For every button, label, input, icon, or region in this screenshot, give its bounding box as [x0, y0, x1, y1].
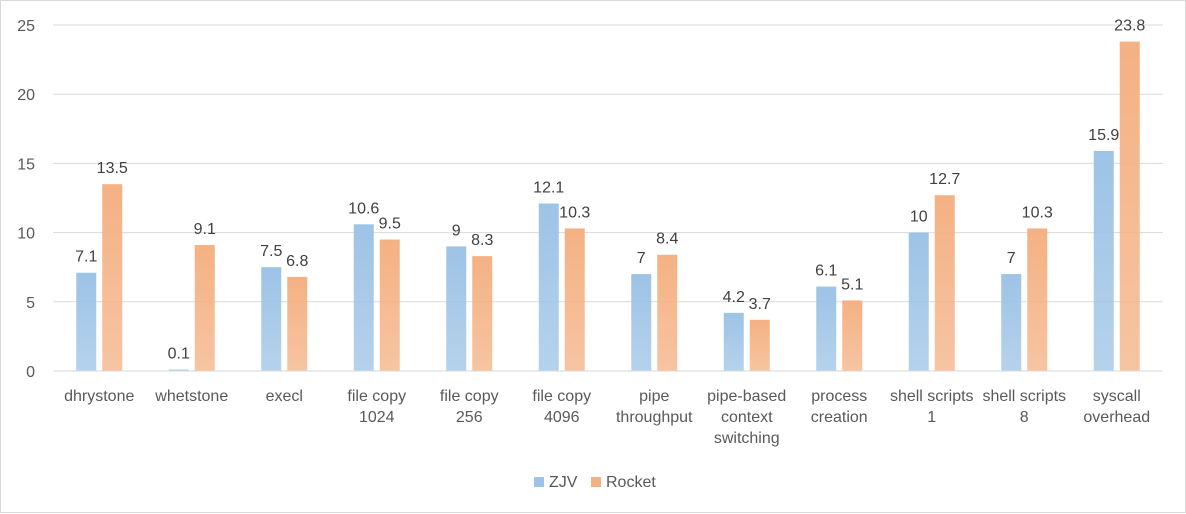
data-label: 9 — [452, 222, 461, 239]
data-label: 5.1 — [841, 276, 863, 293]
data-label: 12.1 — [533, 180, 564, 197]
data-label: 15.9 — [1088, 127, 1119, 144]
bar-zjv — [353, 224, 374, 371]
data-label: 7 — [1007, 250, 1016, 267]
bar-rocket — [749, 319, 770, 371]
data-label: 7.5 — [260, 243, 282, 260]
bar-rocket — [1027, 228, 1048, 371]
y-tick-label: 10 — [17, 226, 35, 243]
data-label: 8.3 — [471, 232, 493, 249]
category-label: file copy 256 — [440, 388, 499, 426]
category-label: dhrystone — [64, 388, 134, 405]
data-label: 9.5 — [379, 216, 401, 233]
bar-rocket — [287, 276, 308, 371]
category-label: process creation — [811, 388, 868, 426]
category-label: pipe-based context switching — [707, 388, 786, 447]
legend-swatch-zjv — [534, 477, 544, 487]
y-tick-label: 15 — [17, 156, 35, 173]
bar-rocket — [472, 256, 493, 371]
category-label: pipe throughput — [616, 388, 693, 426]
bar-zjv — [168, 369, 189, 371]
data-label: 6.8 — [286, 253, 308, 270]
y-tick-label: 5 — [26, 295, 35, 312]
data-label: 12.7 — [929, 171, 960, 188]
y-tick-label: 25 — [17, 18, 35, 35]
data-label: 3.7 — [749, 296, 771, 313]
bar-zjv — [1001, 274, 1022, 371]
data-label: 8.4 — [656, 231, 678, 248]
data-label: 7 — [637, 250, 646, 267]
bar-zjv — [446, 246, 467, 371]
category-label: shell scripts 1 — [890, 388, 974, 426]
bar-rocket — [657, 254, 678, 371]
bar-zjv — [816, 286, 837, 371]
bar-rocket — [379, 239, 400, 371]
bar-zjv — [1093, 150, 1114, 371]
legend-label-rocket: Rocket — [606, 474, 656, 491]
data-label: 10 — [910, 209, 928, 226]
data-label: 13.5 — [97, 160, 128, 177]
bar-rocket — [1119, 41, 1140, 371]
bar-rocket — [102, 184, 123, 371]
data-label: 9.1 — [194, 221, 216, 238]
category-label: whetstone — [154, 388, 228, 405]
bar-rocket — [194, 245, 215, 371]
legend-swatch-rocket — [591, 477, 601, 487]
category-label: execl — [266, 388, 303, 405]
data-label: 10.3 — [1022, 204, 1053, 221]
bar-zjv — [723, 312, 744, 371]
bar-rocket — [564, 228, 585, 371]
data-label: 10.6 — [348, 200, 379, 217]
data-label: 10.3 — [559, 204, 590, 221]
bar-zjv — [908, 232, 929, 371]
legend-label-zjv: ZJV — [549, 474, 578, 491]
y-tick-label: 0 — [26, 364, 35, 381]
bar-rocket — [934, 195, 955, 371]
category-label: shell scripts 8 — [982, 388, 1066, 426]
bar-zjv — [261, 267, 282, 371]
bar-rocket — [842, 300, 863, 371]
category-label: file copy 4096 — [532, 388, 591, 426]
bar-zjv — [76, 272, 97, 371]
category-label: file copy 1024 — [347, 388, 406, 426]
bar-zjv — [631, 274, 652, 371]
bar-zjv — [538, 203, 559, 371]
data-label: 23.8 — [1114, 18, 1145, 35]
data-label: 0.1 — [168, 346, 190, 363]
category-label: syscall overhead — [1083, 388, 1150, 426]
y-tick-label: 20 — [17, 87, 35, 104]
data-label: 4.2 — [723, 289, 745, 306]
data-label: 7.1 — [75, 249, 97, 266]
data-label: 6.1 — [815, 263, 837, 280]
